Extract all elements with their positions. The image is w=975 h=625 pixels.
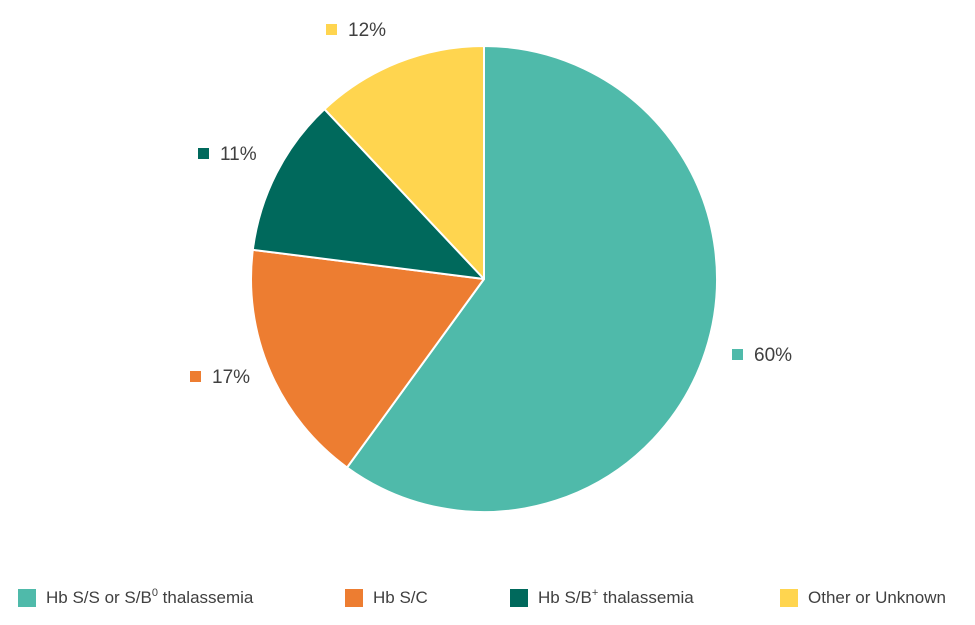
slice-hb-ss bbox=[346, 45, 718, 513]
legend-swatch-hb-sb-plus bbox=[510, 589, 528, 607]
slice-other bbox=[323, 45, 485, 280]
pie-slices bbox=[250, 45, 718, 513]
data-label-hb-ss-text: 60% bbox=[754, 345, 792, 366]
data-label-hb-sb-plus-marker bbox=[198, 148, 209, 159]
data-label-hb-sc-marker bbox=[190, 371, 201, 382]
legend-item-hb-sb-plus: Hb S/B+ thalassemia bbox=[510, 586, 694, 610]
data-label-other-marker bbox=[326, 24, 337, 35]
data-label-hb-sc-text: 17% bbox=[212, 367, 250, 388]
legend-label-hb-sc: Hb S/C bbox=[373, 588, 428, 607]
legend: Hb S/S or S/B0 thalassemia Hb S/C Hb S/B… bbox=[0, 586, 975, 610]
data-label-hb-ss: 60% bbox=[732, 345, 792, 366]
data-label-hb-sc: 17% bbox=[190, 367, 250, 388]
legend-swatch-other bbox=[780, 589, 798, 607]
data-label-other-text: 12% bbox=[348, 20, 386, 41]
data-label-hb-sb-plus-text: 11% bbox=[220, 144, 257, 165]
legend-swatch-hb-ss bbox=[18, 589, 36, 607]
data-label-hb-ss-marker bbox=[732, 349, 743, 360]
pie-chart: 60% 17% 11% 12% bbox=[190, 20, 792, 513]
legend-label-other: Other or Unknown bbox=[808, 588, 946, 607]
legend-swatch-hb-sc bbox=[345, 589, 363, 607]
slice-hb-sc bbox=[250, 248, 485, 469]
data-label-other: 12% bbox=[326, 20, 386, 41]
data-label-hb-sb-plus: 11% bbox=[198, 144, 257, 165]
legend-label-hb-ss: Hb S/S or S/B0 thalassemia bbox=[46, 587, 254, 608]
legend-item-hb-ss: Hb S/S or S/B0 thalassemia bbox=[18, 586, 253, 610]
data-labels: 60% 17% 11% 12% bbox=[190, 20, 792, 388]
legend-item-other: Other or Unknown bbox=[780, 586, 946, 610]
legend-label-hb-sb-plus: Hb S/B+ thalassemia bbox=[538, 587, 694, 608]
slice-hb-sb-plus bbox=[251, 108, 485, 280]
legend-item-hb-sc: Hb S/C bbox=[345, 586, 428, 610]
